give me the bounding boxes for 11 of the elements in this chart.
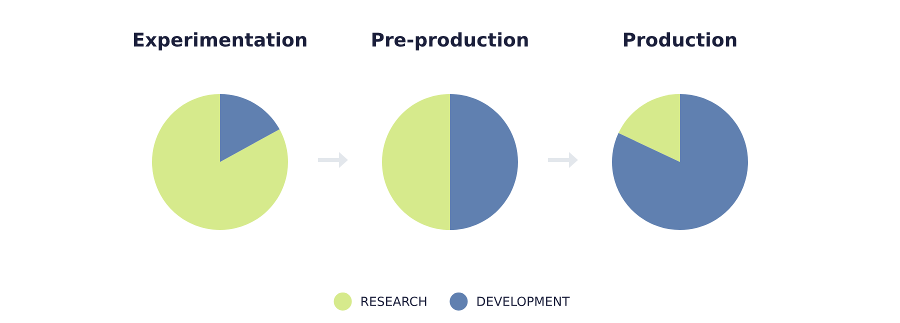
pie-slice: [220, 94, 280, 162]
legend-label: RESEARCH: [362, 296, 426, 306]
pie-slice: [618, 94, 680, 162]
chart-title: Production: [624, 32, 736, 47]
chart-title: Pre-production: [372, 32, 528, 50]
pie-slice: [382, 94, 450, 230]
legend-label: DEVELOPMENT: [477, 296, 570, 306]
pie-slice: [612, 94, 748, 230]
chart-title: Experimentation: [134, 32, 306, 50]
pie-slice: [152, 94, 288, 230]
pie-slice: [450, 94, 518, 230]
